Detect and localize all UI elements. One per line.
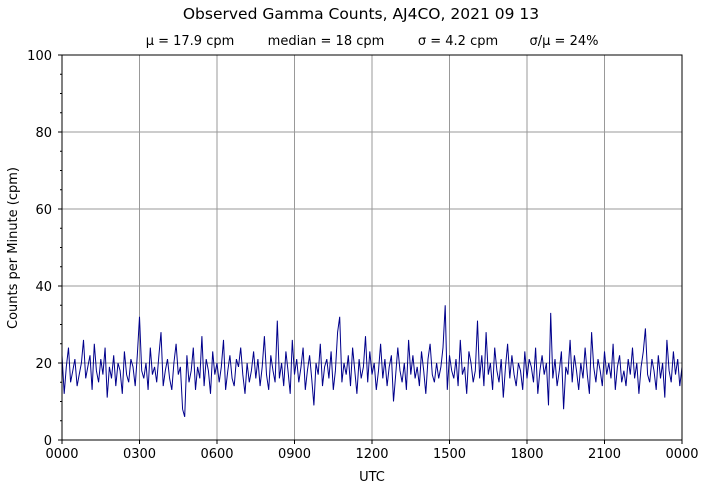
stat-cv: σ/μ = 24% [530,34,599,49]
axes: 0000 0300 0600 0900 1200 1500 1800 2100 00000204… [27,49,698,462]
chart-title: Observed Gamma Counts, AJ4CO, 2021 09 13 [183,5,539,23]
stat-median: median = 18 cpm [268,34,385,49]
y-tick-label: 40 [35,280,52,295]
y-tick-label: 20 [35,357,52,372]
x-tick-label: 0000 [665,447,698,462]
x-axis-label: UTC [359,470,385,485]
x-tick-label: 1800 [510,447,543,462]
chart-subtitle: μ = 17.9 cpm median = 18 cpm σ = 4.2 cpm… [146,34,599,49]
y-tick-label: 0 [44,434,52,449]
y-axis-label: Counts per Minute (cpm) [6,167,21,329]
stat-sigma: σ = 4.2 cpm [418,34,498,49]
x-tick-label: 0900 [278,447,311,462]
x-tick-label: 1500 [433,447,466,462]
x-tick-label: 0300 [123,447,156,462]
x-tick-label: 0600 [200,447,233,462]
x-tick-label: 0000 [45,447,78,462]
y-tick-label: 60 [35,203,52,218]
x-tick-label: 1200 [355,447,388,462]
series [61,305,683,418]
stat-mean: μ = 17.9 cpm [146,34,235,49]
y-tick-label: 100 [27,49,52,64]
series-line [61,305,683,418]
grid [61,54,683,441]
y-tick-label: 80 [35,126,52,141]
x-tick-label: 2100 [588,447,621,462]
